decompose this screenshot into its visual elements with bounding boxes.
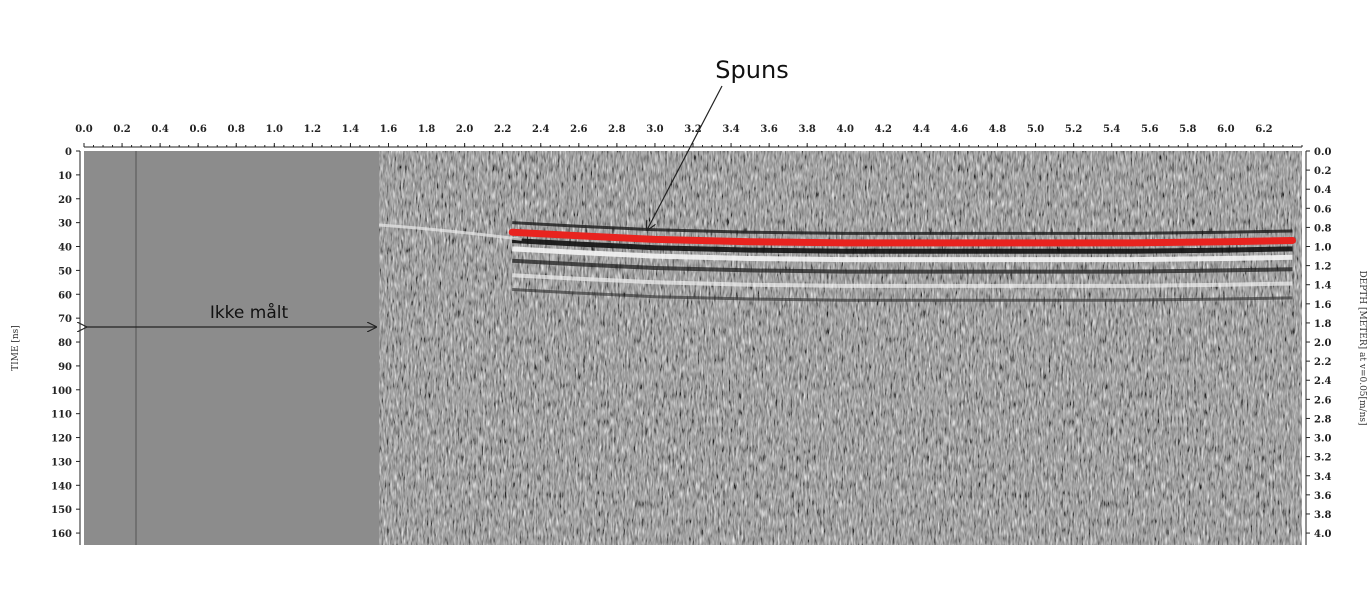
measured-radar-area: [378, 151, 1302, 545]
y2-tick-label: 2.2: [1314, 357, 1331, 368]
y-tick-label: 40: [58, 243, 72, 254]
x-tick-label: 5.0: [1027, 124, 1044, 135]
x-tick-label: 0.8: [228, 124, 245, 135]
y2-tick-label: 3.8: [1314, 510, 1331, 521]
x-tick-label: 4.0: [837, 124, 854, 135]
reflector-line-spuns: [508, 228, 1296, 247]
y2-axis-title: DEPTH [METER] at v=0.05[m/ns]: [1357, 270, 1367, 425]
y-tick-label: 70: [58, 314, 72, 325]
x-tick-label: 3.2: [684, 124, 701, 135]
y2-tick-label: 0.2: [1314, 166, 1331, 177]
x-tick-label: 0.0: [75, 124, 92, 135]
y2-tick-label: 1.2: [1314, 262, 1331, 273]
y2-tick-label: 2.8: [1314, 414, 1331, 425]
x-tick-label: 2.2: [494, 124, 511, 135]
y2-tick-label: 4.0: [1314, 529, 1331, 540]
ikke-maalt-label: Ikke målt: [210, 302, 289, 323]
y2-tick-label: 2.4: [1314, 376, 1331, 387]
not-measured-area: [84, 151, 379, 545]
y-tick-label: 60: [58, 290, 72, 301]
x-tick-label: 0.2: [113, 124, 130, 135]
y-tick-label: 150: [51, 505, 72, 516]
y-tick-label: 120: [51, 434, 72, 445]
spuns-label: Spuns: [715, 56, 788, 84]
x-tick-label: 1.8: [418, 124, 435, 135]
x-tick-label: 1.6: [380, 124, 397, 135]
y2-tick-label: 0.8: [1314, 223, 1331, 234]
reflection-band-5: [512, 273, 1293, 288]
y-tick-label: 30: [58, 219, 72, 230]
y-tick-label: 140: [51, 481, 72, 492]
x-tick-label: 5.2: [1065, 124, 1082, 135]
y-tick-label: 160: [51, 529, 72, 540]
y2-tick-label: 3.6: [1314, 491, 1331, 502]
reflection-band-1: [512, 221, 1293, 235]
x-tick-label: 5.6: [1141, 124, 1158, 135]
y-axis-time: 0 10 20 30 40 50 60 70 80 90 100 110 120 130 140 150 160: [51, 147, 81, 545]
y-tick-label: 10: [58, 171, 72, 182]
y-tick-label: 130: [51, 457, 72, 468]
reflection-bands: [378, 221, 1293, 302]
spuns-pointer-arrow: [647, 85, 723, 230]
x-tick-label: 4.6: [951, 124, 968, 135]
y2-tick-label: 0.4: [1314, 185, 1331, 196]
y-tick-label: 20: [58, 195, 72, 206]
x-tick-label: 2.8: [608, 124, 625, 135]
x-tick-label: 1.0: [266, 124, 283, 135]
y2-tick-label: 0.0: [1314, 147, 1331, 158]
x-tick-label: 5.8: [1179, 124, 1196, 135]
y-tick-label: 50: [58, 266, 72, 277]
reflection-band-2: [512, 238, 1293, 254]
x-tick-label: 4.2: [875, 124, 892, 135]
x-tick-label: 6.2: [1255, 124, 1272, 135]
x-tick-label: 2.0: [456, 124, 473, 135]
y2-tick-label: 1.8: [1314, 319, 1331, 330]
y2-tick-label: 1.4: [1314, 281, 1331, 292]
reflection-band-4: [512, 258, 1293, 274]
x-tick-label: 6.0: [1217, 124, 1234, 135]
y-tick-label: 0: [65, 147, 72, 158]
y2-tick-label: 2.0: [1314, 338, 1331, 349]
x-tick-label: 3.8: [798, 124, 815, 135]
reflection-band-6: [512, 288, 1293, 302]
y2-tick-label: 3.4: [1314, 472, 1331, 483]
y-tick-label: 100: [51, 386, 72, 397]
y2-tick-label: 1.6: [1314, 300, 1331, 311]
y2-tick-label: 0.6: [1314, 204, 1331, 215]
x-tick-label: 4.4: [913, 124, 930, 135]
y2-tick-label: 3.0: [1314, 434, 1331, 445]
y-tick-label: 90: [58, 362, 72, 373]
y-tick-label: 110: [51, 410, 72, 421]
x-tick-label: 3.0: [646, 124, 663, 135]
x-tick-label: 0.6: [189, 124, 206, 135]
y2-tick-label: 1.0: [1314, 243, 1331, 254]
x-tick-label: 1.2: [304, 124, 321, 135]
x-tick-label: 2.4: [532, 124, 549, 135]
y-axis-depth: 0.0 0.2 0.4 0.6 0.8 1.0 1.2 1.4 1.6 1.8 2.0 2.2 2.4 2…: [1305, 147, 1331, 545]
x-tick-label: 2.6: [570, 124, 587, 135]
x-tick-label: 5.4: [1103, 124, 1120, 135]
y-axis-title: TIME [ns]: [11, 325, 21, 371]
x-tick-label: 4.8: [989, 124, 1006, 135]
x-tick-label: 3.6: [760, 124, 777, 135]
y2-tick-label: 2.6: [1314, 395, 1331, 406]
reflection-band-left: [378, 223, 522, 241]
x-tick-label: 0.4: [151, 124, 168, 135]
y-tick-label: 80: [58, 338, 72, 349]
reflection-band-3: [512, 246, 1293, 263]
y2-tick-label: 3.2: [1314, 453, 1331, 464]
x-axis-top: 0.0 0.2 0.4 0.6 0.8 1.0 1.2 1.4 1.6 1.8 2.0 2.2 2.4 2…: [75, 124, 1303, 148]
x-tick-label: 3.4: [722, 124, 739, 135]
x-tick-label: 1.4: [342, 124, 359, 135]
